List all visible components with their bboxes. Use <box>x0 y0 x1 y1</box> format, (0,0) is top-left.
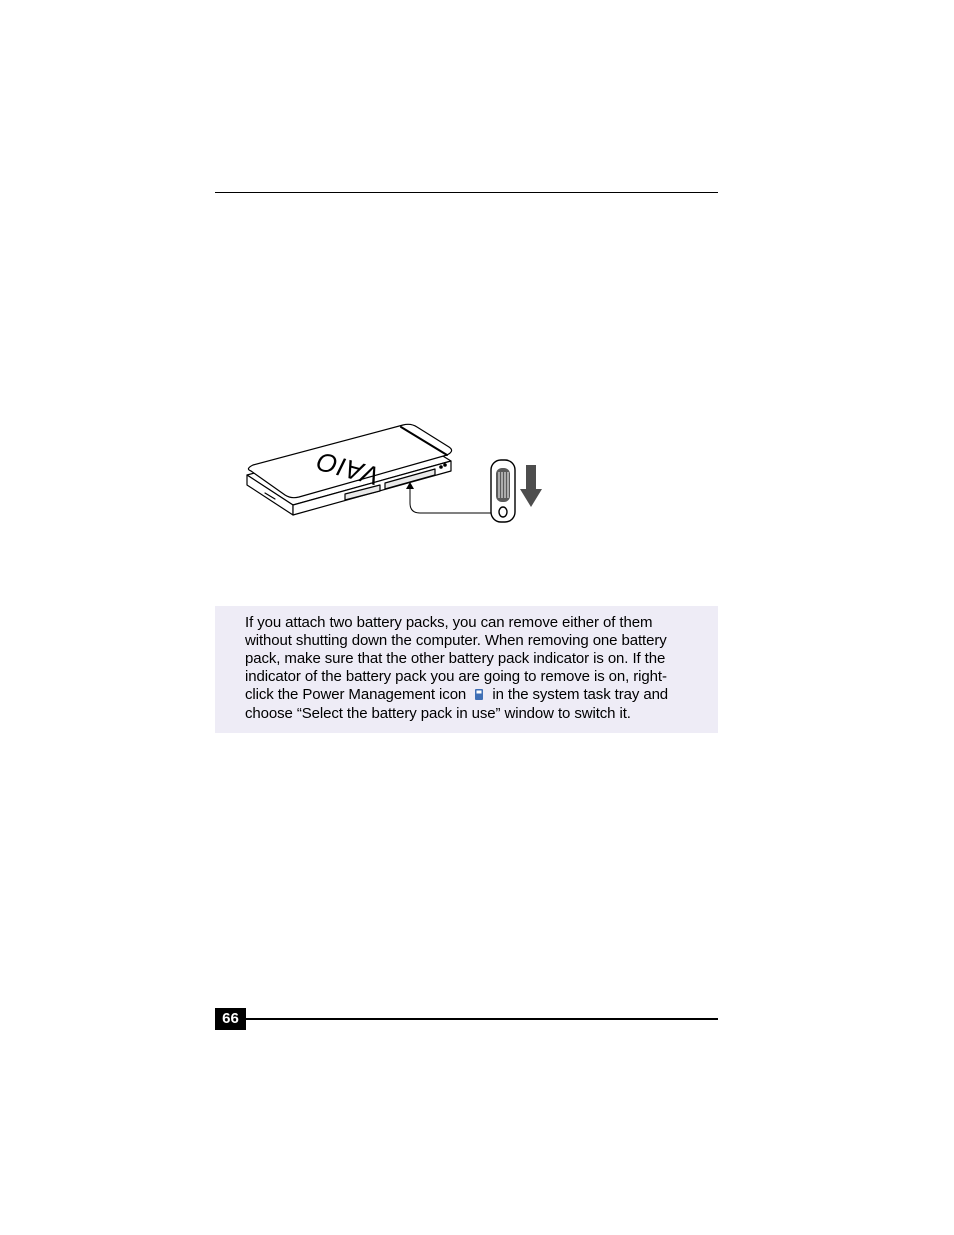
page-number: 66 <box>215 1008 246 1030</box>
power-management-icon <box>474 688 484 705</box>
note-text: If you attach two battery packs, you can… <box>245 614 668 722</box>
page-footer: 66 <box>215 1008 718 1030</box>
note-box: If you attach two battery packs, you can… <box>215 606 718 733</box>
header-rule <box>215 192 718 193</box>
footer-rule <box>246 1018 718 1020</box>
laptop-weight-saver-diagram: VAIO <box>235 375 545 545</box>
